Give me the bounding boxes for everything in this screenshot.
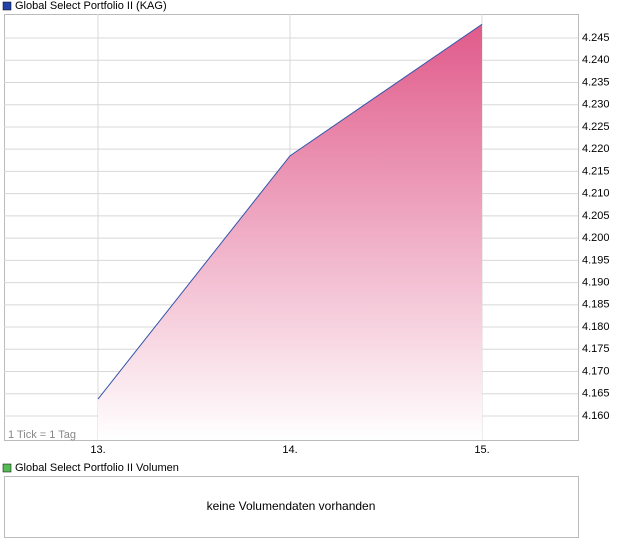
x-tick-label: 13.: [90, 444, 105, 456]
y-tick-label: 4.180: [582, 321, 610, 333]
x-tick-label: 14.: [282, 444, 297, 456]
y-tick-label: 4.245: [582, 32, 610, 44]
chart-title: Global Select Portfolio II (KAG): [15, 0, 167, 12]
y-tick-label: 4.215: [582, 165, 610, 177]
volume-message: keine Volumendaten vorhanden: [207, 499, 376, 513]
y-tick-label: 4.200: [582, 232, 610, 244]
y-tick-label: 4.210: [582, 188, 610, 200]
area-fill: [98, 24, 482, 440]
y-tick-label: 4.240: [582, 54, 610, 66]
y-tick-label: 4.165: [582, 388, 610, 400]
y-tick-label: 4.190: [582, 276, 610, 288]
y-tick-label: 4.225: [582, 121, 610, 133]
line: [97, 23, 483, 400]
volume-title: Global Select Portfolio II Volumen: [15, 462, 179, 474]
y-tick-label: 4.205: [582, 210, 610, 222]
y-tick-label: 4.195: [582, 254, 610, 266]
y-tick-label: 4.230: [582, 99, 610, 111]
y-tick-label: 4.160: [582, 410, 610, 422]
y-tick-label: 4.185: [582, 299, 610, 311]
y-tick-label: 4.235: [582, 76, 610, 88]
volume-frame: [4, 476, 579, 538]
tick-note: 1 Tick = 1 Tag: [8, 429, 76, 441]
x-tick-label: 15.: [474, 444, 489, 456]
y-tick-label: 4.170: [582, 365, 610, 377]
y-tick-label: 4.220: [582, 143, 610, 155]
legend-swatch: [2, 1, 12, 11]
y-tick-label: 4.175: [582, 343, 610, 355]
legend-swatch: [2, 463, 12, 473]
